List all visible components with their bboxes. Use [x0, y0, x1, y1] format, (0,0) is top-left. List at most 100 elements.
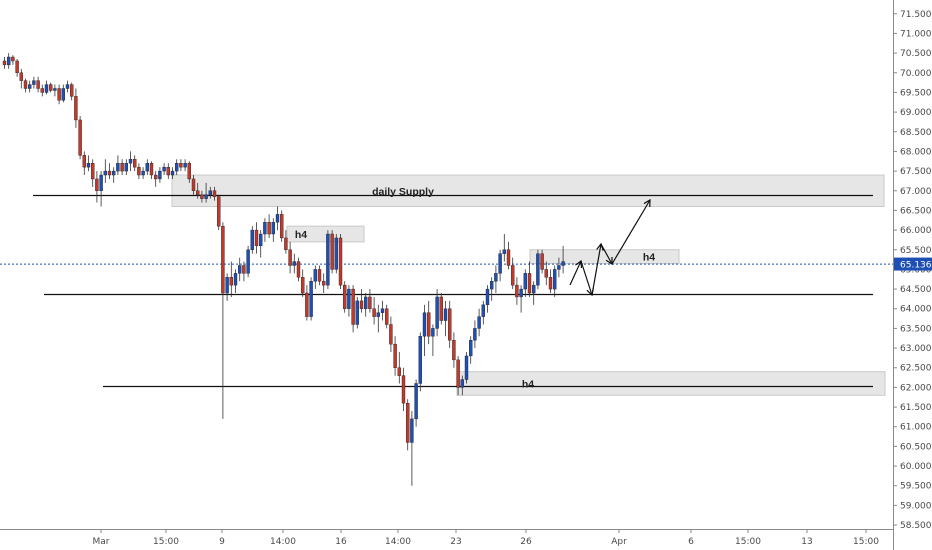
candle-down: [305, 292, 309, 317]
candle-down: [149, 163, 154, 176]
y-tick-label: 59.000: [900, 501, 932, 511]
candle-down: [254, 229, 259, 247]
candle-down: [527, 273, 532, 294]
candle-down: [267, 222, 271, 235]
candle-down: [195, 190, 200, 195]
candle-down: [166, 166, 171, 176]
candle-up: [502, 249, 506, 254]
time-axis[interactable]: Mar 15:00 9 14:00 16 14:00 23 26 Apr 6 15:00 13 15:0…: [93, 529, 880, 547]
y-tick-label: 67.500: [900, 167, 932, 177]
candle-down: [540, 253, 544, 270]
candle-up: [485, 288, 490, 306]
arrow-head: [575, 259, 583, 269]
candle-down: [439, 296, 443, 321]
candle-down: [506, 249, 511, 266]
y-tick-label: 60.500: [900, 442, 932, 452]
x-tick-label: 14:00: [385, 537, 411, 547]
x-tick-label: 26: [520, 537, 532, 547]
candle-up: [124, 163, 129, 172]
y-tick-label: 66.000: [900, 226, 932, 236]
candle-up: [99, 174, 103, 191]
candle-down: [284, 237, 288, 250]
candle-up: [111, 170, 116, 176]
y-tick-label: 70.500: [900, 49, 932, 59]
candle-down: [120, 163, 124, 172]
x-tick-label: Mar: [93, 537, 110, 547]
candle-up: [275, 214, 280, 223]
candle-up: [519, 288, 523, 298]
candle-up: [561, 261, 565, 266]
candle-down: [401, 375, 406, 404]
zone-layer: [171, 174, 886, 396]
level-layer: [33, 194, 873, 388]
candle-down: [456, 359, 460, 388]
y-tick-label: 66.500: [900, 206, 932, 216]
x-tick-label: 15:00: [735, 537, 761, 547]
candle-up: [431, 328, 435, 337]
y-tick-label: 68.000: [900, 147, 932, 157]
candle-down: [49, 84, 53, 91]
x-tick-label: 15:00: [153, 537, 179, 547]
arrow-head: [643, 198, 651, 208]
candle-down: [229, 277, 234, 286]
candle-up: [246, 249, 250, 274]
x-tick-label: 14:00: [270, 537, 296, 547]
candle-up: [422, 312, 427, 337]
candle-up: [116, 163, 120, 172]
candle-down: [23, 80, 28, 89]
candle-down: [40, 88, 44, 93]
candle-down: [296, 261, 301, 278]
candle-down: [385, 308, 389, 325]
candle-down: [452, 340, 456, 361]
candle-down: [15, 60, 19, 73]
candle-up: [464, 355, 469, 380]
arrow-segment: [569, 260, 582, 286]
candle-up: [225, 277, 229, 294]
candle-up: [523, 273, 527, 290]
projection-arrows: [569, 198, 651, 297]
candle-up: [263, 222, 267, 235]
candle-up: [292, 261, 296, 266]
candle-down: [351, 288, 355, 325]
candle-down: [107, 170, 112, 176]
candle-down: [515, 284, 519, 298]
candle-up: [32, 80, 36, 85]
y-tick-label: 61.500: [900, 403, 932, 413]
candle-up: [347, 288, 351, 309]
candle-up: [481, 304, 485, 317]
candle-up: [44, 84, 49, 93]
current-price-tag: [894, 257, 932, 271]
candle-down: [36, 80, 40, 89]
candle-up: [334, 237, 338, 270]
zone-box: [529, 249, 680, 265]
price-axis[interactable]: 58.500 59.000 59.500 60.000 60.500 61.000 61.5…: [893, 10, 932, 531]
y-tick-label: 58.500: [900, 521, 932, 531]
candle-up: [237, 265, 242, 274]
arrow-head: [586, 288, 594, 297]
candle-up: [313, 269, 317, 282]
y-tick-label: 71.500: [900, 10, 932, 20]
candle-down: [216, 196, 221, 227]
candle-down: [393, 343, 397, 368]
candle-up: [86, 163, 91, 168]
candle-up: [103, 170, 108, 176]
candle-up: [435, 296, 439, 329]
candle-up: [158, 170, 162, 180]
candle-down: [90, 163, 95, 180]
candle-up: [250, 229, 255, 250]
candle-down: [544, 269, 548, 278]
arrow-segment: [600, 243, 613, 265]
candle-up: [208, 190, 213, 195]
candle-up: [443, 308, 448, 321]
y-tick-label: 62.500: [900, 364, 932, 374]
candle-up: [6, 56, 11, 66]
y-tick-label: 64.500: [900, 285, 932, 295]
candle-up: [28, 84, 32, 89]
y-tick-label: 62.000: [900, 383, 932, 393]
candle-up: [536, 253, 540, 286]
candle-down: [288, 249, 292, 266]
y-tick-label: 68.500: [900, 128, 932, 138]
candle-up: [553, 269, 557, 290]
y-tick-label: 69.500: [900, 88, 932, 98]
